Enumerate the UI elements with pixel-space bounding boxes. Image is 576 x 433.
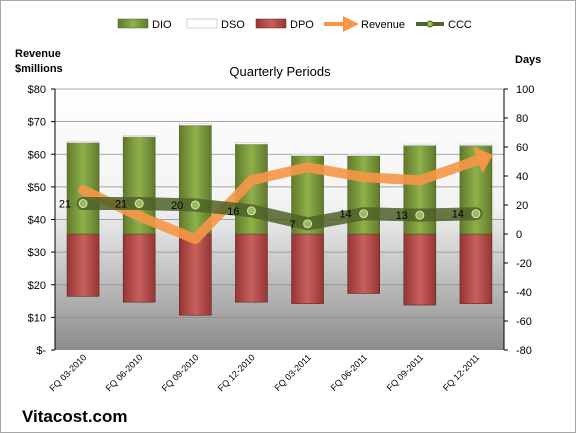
ccc-marker: [415, 210, 425, 220]
ccc-marker: [303, 219, 313, 229]
right-tick-label: 0: [516, 229, 522, 241]
ccc-data-label: 16: [227, 206, 239, 218]
bar-dso: [235, 142, 268, 145]
bar-dso: [403, 143, 437, 146]
right-tick-label: -60: [516, 316, 532, 328]
right-axis-ticks: -80 -60 -40 -20 0 20 40 60 80 100: [504, 84, 534, 357]
left-tick-label: $80: [28, 84, 46, 96]
ccc-marker: [246, 206, 256, 216]
ccc-data-label: 13: [396, 210, 408, 222]
legend-swatch-dio: [117, 18, 149, 29]
right-tick-label: -80: [516, 345, 532, 357]
category-labels: FQ 03-2010 FQ 06-2010 FQ 09-2010 FQ 12-2010…: [47, 352, 481, 393]
right-tick-label: 80: [516, 113, 528, 125]
legend-label-revenue: Revenue: [361, 19, 405, 31]
right-tick-label: -40: [516, 287, 532, 299]
ccc-marker: [359, 209, 369, 219]
legend-label-dpo: DPO: [290, 19, 314, 31]
left-axis-ticks: $- $10 $20 $30 $40 $50 $60 $70 $80: [28, 84, 55, 357]
bar-dso: [122, 135, 156, 138]
left-axis-title-line1: Revenue: [15, 48, 61, 60]
legend: DIO DSO DPO Revenue CCC: [117, 16, 472, 32]
left-axis-title-line2: $millions: [15, 63, 63, 75]
category-label: FQ 06-2011: [329, 352, 370, 393]
bar-dpo: [459, 233, 493, 304]
ccc-marker: [190, 200, 200, 210]
left-tick-label: $30: [28, 247, 46, 259]
category-label: FQ 12-2010: [216, 352, 257, 393]
legend-label-ccc: CCC: [448, 19, 472, 31]
bar-dpo: [291, 233, 324, 304]
right-tick-label: 100: [516, 84, 534, 96]
ccc-marker: [471, 209, 481, 219]
revenue-line: [78, 155, 481, 245]
bars: [66, 123, 493, 316]
lines: [76, 146, 493, 245]
category-label: FQ 03-2011: [272, 352, 313, 393]
revenue-arrowhead: [473, 146, 493, 174]
category-label: FQ 09-2010: [160, 352, 201, 393]
left-tick-label: $-: [36, 345, 46, 357]
category-label: FQ 12-2011: [441, 352, 482, 393]
legend-swatch-dpo: [255, 18, 287, 29]
right-tick-label: 20: [516, 200, 528, 212]
ccc-data-label: 7: [289, 219, 295, 231]
ccc-data-label: 21: [59, 199, 71, 211]
bar-dio: [179, 124, 212, 235]
left-tick-label: $60: [28, 149, 46, 161]
ccc-line: [76, 197, 483, 231]
legend-swatch-ccc-marker: [426, 20, 434, 28]
ccc-marker: [78, 199, 88, 209]
chart-title: Quarterly Periods: [229, 64, 331, 79]
category-label: FQ 03-2010: [47, 352, 88, 393]
ccc-data-label: 20: [171, 200, 183, 212]
bar-dpo: [179, 233, 212, 316]
right-tick-label: 60: [516, 142, 528, 154]
legend-swatch-dso: [186, 18, 218, 29]
bar-dso: [347, 154, 380, 156]
legend-label-dso: DSO: [221, 19, 245, 31]
ccc-data-label: 14: [452, 209, 464, 221]
legend-label-dio: DIO: [152, 19, 172, 31]
category-label: FQ 09-2011: [385, 352, 426, 393]
bar-dpo: [235, 233, 268, 303]
ccc-marker: [134, 199, 144, 209]
ccc-data-label: 21: [115, 199, 127, 211]
left-tick-label: $50: [28, 182, 46, 194]
right-tick-label: 40: [516, 171, 528, 183]
left-tick-label: $10: [28, 312, 46, 324]
left-tick-label: $70: [28, 117, 46, 129]
brand-text: Vitacost.com: [22, 407, 128, 426]
bar-dso: [291, 154, 324, 156]
right-tick-label: -20: [516, 258, 532, 270]
bar-dpo: [403, 233, 437, 306]
bar-dso: [459, 143, 493, 146]
bar-dpo: [66, 233, 100, 297]
data-labels: 21 21 20 16 7 14 13 14: [59, 199, 464, 231]
category-label: FQ 06-2010: [104, 352, 145, 393]
right-axis-title: Days: [515, 54, 541, 66]
left-tick-label: $20: [28, 280, 46, 292]
bar-dpo: [347, 233, 380, 294]
bar-dso: [179, 123, 212, 126]
ccc-data-label: 14: [339, 209, 351, 221]
bar-dpo: [122, 233, 156, 303]
bar-dso: [66, 140, 100, 143]
left-tick-label: $40: [28, 215, 46, 227]
